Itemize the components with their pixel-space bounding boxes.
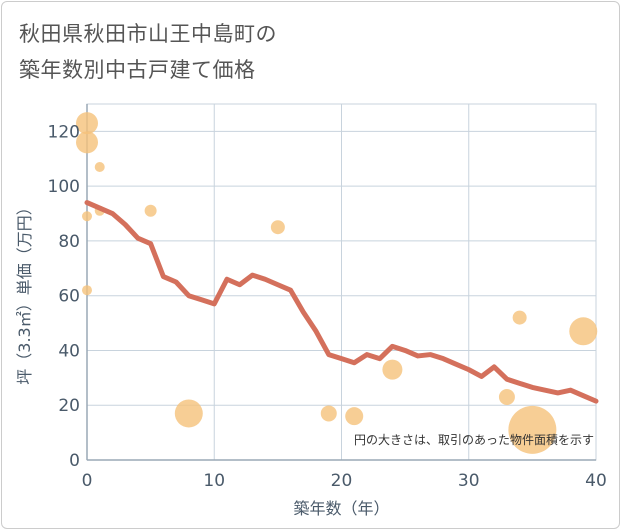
x-tick-label: 0 [82, 471, 93, 491]
data-bubble [320, 405, 337, 422]
data-bubble [512, 310, 527, 325]
data-bubble [82, 211, 92, 222]
x-tick-label: 20 [331, 471, 353, 491]
data-bubble [94, 161, 105, 172]
chart-title-line-1: 秋田県秋田市山王中島町の [19, 22, 277, 46]
y-tick-label: 60 [58, 287, 80, 307]
y-tick-label: 120 [48, 122, 80, 142]
data-bubble [76, 131, 98, 154]
bubble-series [76, 112, 598, 454]
y-tick-label: 20 [58, 396, 80, 416]
data-bubble [498, 389, 515, 406]
y-tick-label: 100 [48, 177, 80, 197]
chart-title: 秋田県秋田市山王中島町の 築年数別中古戸建て価格 [19, 16, 277, 88]
data-bubble [508, 405, 557, 454]
axis-ticks: 0 20 40 60 80 100 120 0 10 20 30 40 [48, 122, 607, 491]
data-bubble [345, 407, 364, 426]
data-bubble [144, 204, 157, 217]
gridlines [86, 103, 597, 461]
y-tick-label: 40 [58, 341, 80, 361]
x-axis-label: 築年数（年） [293, 499, 389, 518]
data-bubble [174, 399, 203, 428]
y-tick-label: 0 [69, 451, 80, 471]
x-tick-label: 40 [585, 471, 607, 491]
data-bubble [270, 220, 285, 235]
average-price-line [84, 200, 599, 404]
chart-title-line-2: 築年数別中古戸建て価格 [19, 58, 256, 82]
x-tick-label: 10 [203, 471, 225, 491]
bubble-size-note: 円の大きさは、取引のあった物件面積を示す [354, 432, 594, 447]
data-bubble [382, 359, 403, 380]
data-bubble [82, 285, 92, 296]
y-tick-label: 80 [58, 232, 80, 252]
data-bubble [76, 112, 98, 135]
data-bubble [569, 317, 598, 346]
y-axis-label: 坪（3.3㎡）単価（万円） [15, 199, 34, 384]
x-tick-label: 30 [458, 471, 480, 491]
